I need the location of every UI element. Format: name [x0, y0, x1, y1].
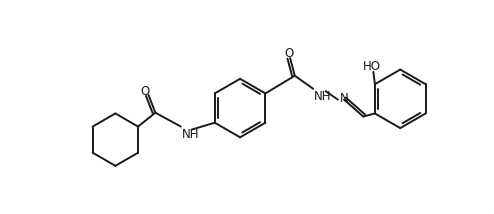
- Text: NH: NH: [314, 90, 331, 103]
- Text: HO: HO: [363, 60, 381, 73]
- Text: O: O: [285, 47, 294, 60]
- Text: O: O: [140, 85, 149, 98]
- Text: NH: NH: [182, 128, 200, 141]
- Text: N: N: [339, 92, 348, 105]
